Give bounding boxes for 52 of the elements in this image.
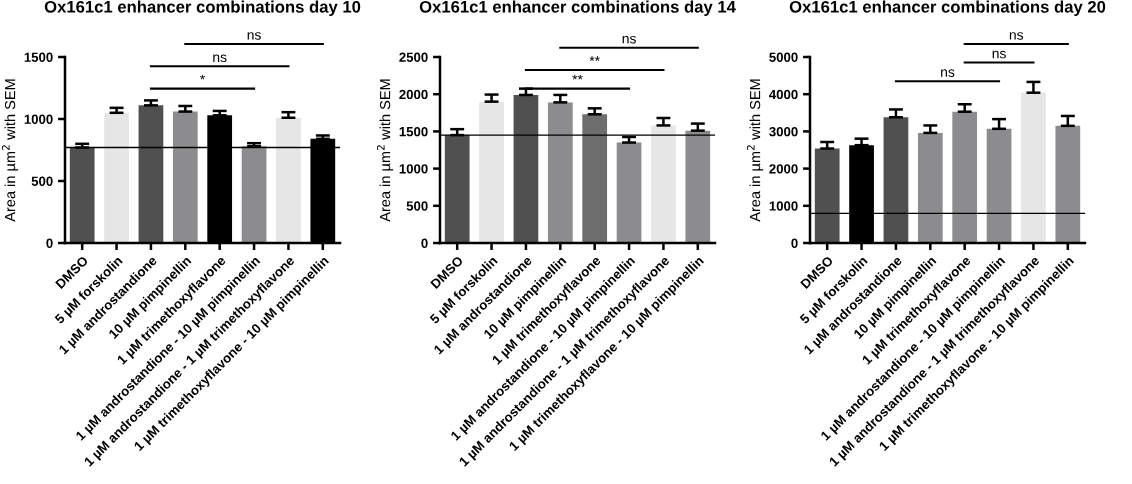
y-tick-label: 0 (791, 238, 798, 248)
bar (616, 142, 642, 243)
bar (814, 148, 840, 243)
chart-title: Ox161c1 enhancer combinations day 14 (419, 0, 736, 17)
chart-title: Ox161c1 enhancer combinations day 20 (789, 0, 1106, 17)
bar (69, 147, 95, 243)
y-tick-label: 500 (31, 176, 53, 186)
chart-title: Ox161c1 enhancer combinations day 10 (44, 0, 361, 17)
y-tick-label: 2000 (399, 89, 428, 100)
y-tick-label: 500 (406, 201, 428, 211)
bar (952, 111, 978, 243)
annotation: ns (941, 69, 955, 77)
bar (547, 102, 573, 243)
annotation: * (200, 74, 205, 80)
text: ns (622, 35, 636, 44)
bar (685, 130, 711, 243)
bar (582, 114, 608, 243)
y-tick-label: 1500 (24, 52, 53, 62)
y-tick-label: 0 (46, 238, 53, 248)
text: ns (247, 32, 261, 40)
bar (1021, 92, 1046, 243)
bar (986, 128, 1012, 243)
bar (1055, 125, 1081, 243)
y-tick-label: 3000 (769, 126, 798, 137)
bar (104, 112, 129, 243)
bar (241, 146, 267, 243)
bar (444, 135, 470, 243)
y-tick-label: 0 (421, 238, 428, 248)
y-tick-label: 1500 (399, 126, 428, 137)
text: ns (1009, 32, 1024, 40)
annotation: ns (213, 54, 227, 63)
bar (172, 111, 198, 243)
bar (513, 94, 539, 243)
bar (276, 117, 301, 243)
y-axis-title: Area in µm$^{2}$ with SEM (746, 79, 764, 222)
y-tick-label: 1000 (399, 164, 428, 174)
bar (917, 132, 943, 243)
bar (883, 117, 909, 243)
bar (479, 101, 504, 243)
y-axis-title: Area in µm$^{2}$ with SEM (1, 79, 19, 222)
y-axis-title: Area in µm$^{2}$ with SEM (376, 79, 394, 222)
annotation: ns (992, 50, 1006, 59)
annotation: ** (572, 74, 583, 80)
y-tick-label: 4000 (769, 89, 798, 100)
y-tick-label: 1000 (769, 201, 798, 211)
y-tick-label: 5000 (769, 52, 798, 62)
y-tick-label: 2500 (399, 52, 428, 62)
y-tick-label: 2000 (769, 164, 798, 174)
annotation: ** (589, 56, 600, 61)
bar (138, 105, 164, 243)
y-tick-label: 1000 (24, 114, 53, 124)
bar (651, 125, 676, 243)
